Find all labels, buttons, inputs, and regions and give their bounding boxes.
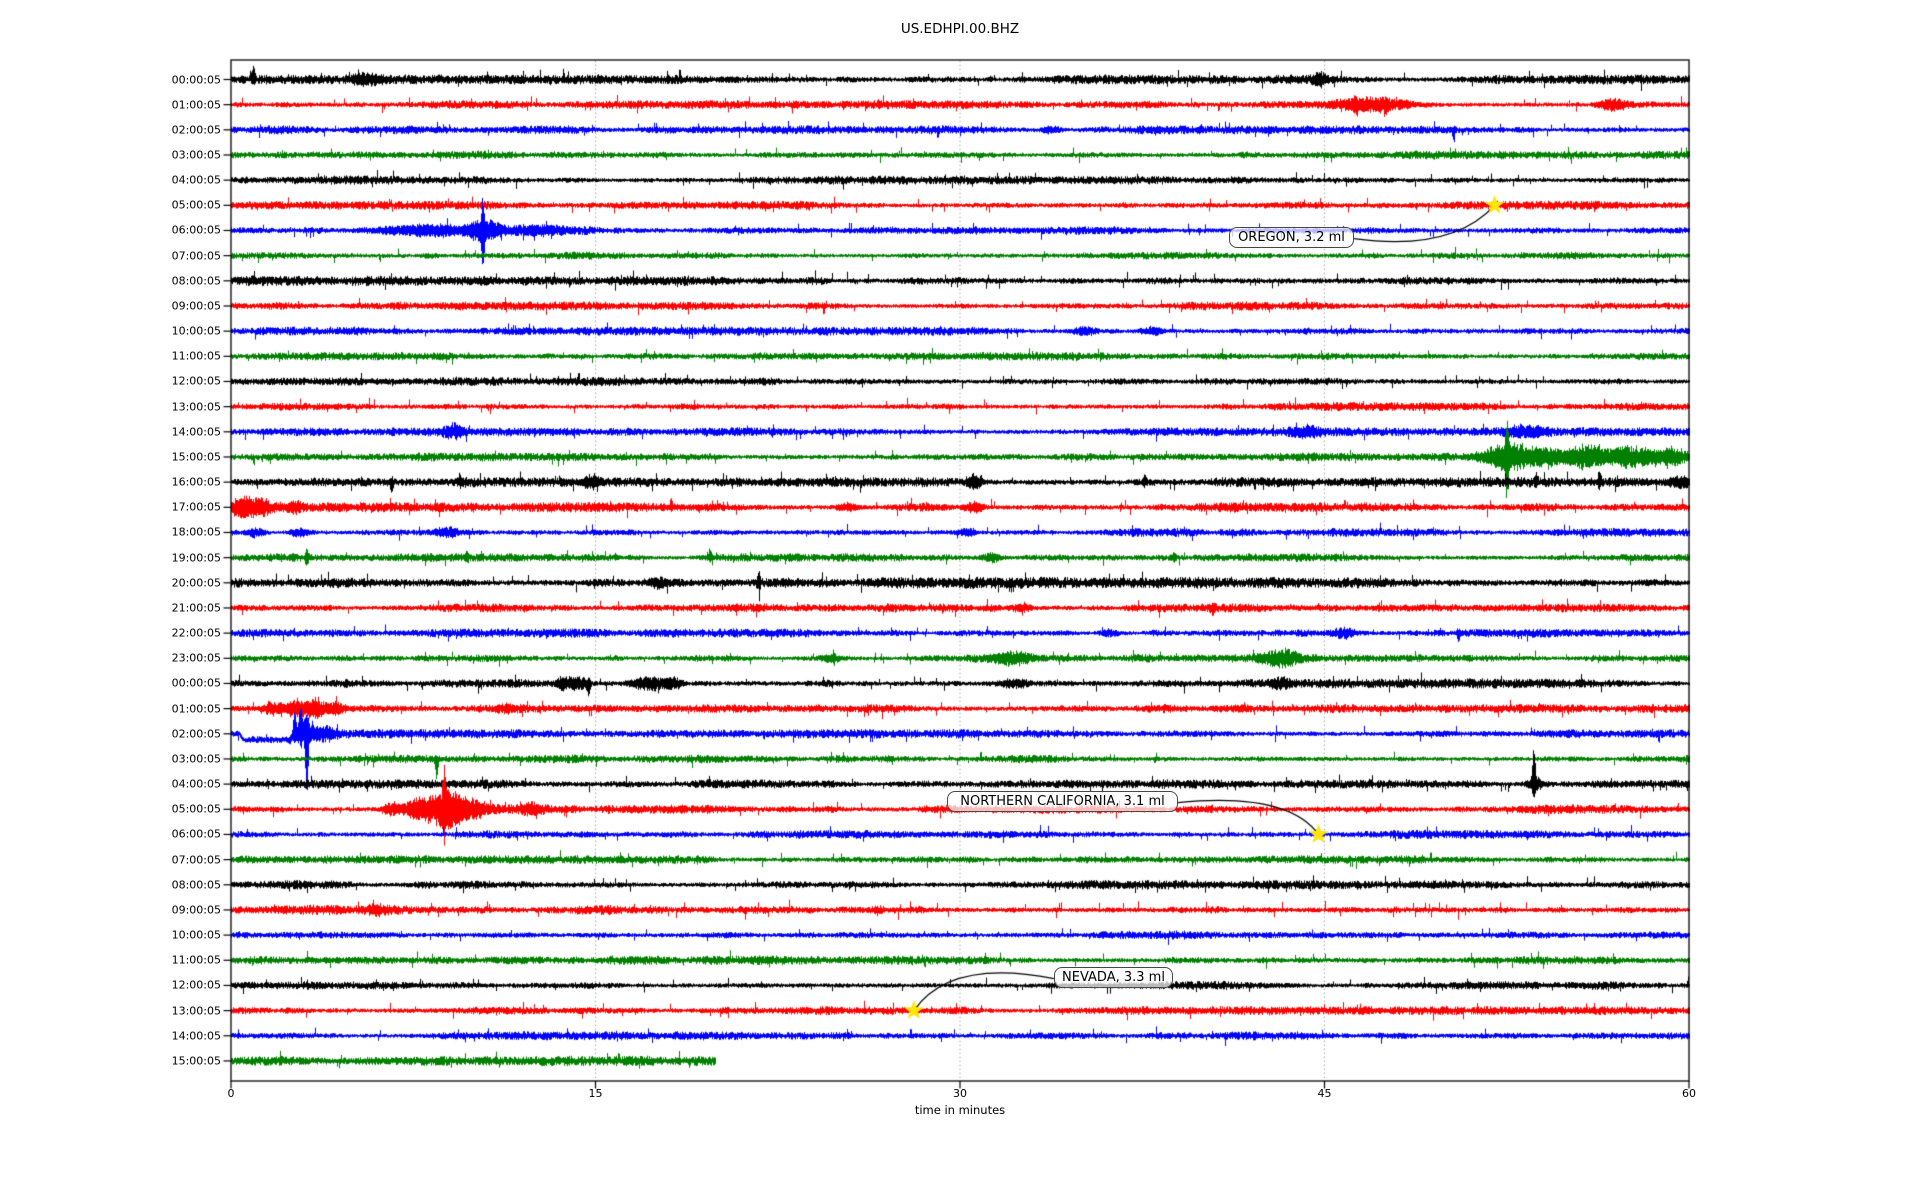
y-tick-label: 02:00:05 (171, 727, 221, 741)
y-tick-label: 14:00:05 (171, 1029, 221, 1043)
event-annotation-label: NEVADA, 3.3 ml (1062, 970, 1165, 985)
event-annotation: NORTHERN CALIFORNIA, 3.1 ml (947, 791, 1178, 812)
x-tick-label: 45 (1317, 1087, 1332, 1100)
y-tick-label: 00:00:05 (171, 676, 221, 690)
y-tick-label: 15:00:05 (171, 1054, 221, 1068)
y-tick-label: 03:00:05 (171, 752, 221, 766)
y-tick-label: 01:00:05 (171, 702, 221, 716)
event-annotation: NEVADA, 3.3 ml (1054, 967, 1173, 988)
y-tick-label: 10:00:05 (171, 324, 221, 338)
y-tick-label: 09:00:05 (171, 903, 221, 917)
y-tick-label: 21:00:05 (171, 601, 221, 615)
y-tick-label: 05:00:05 (171, 198, 221, 212)
y-tick-label: 04:00:05 (171, 777, 221, 791)
y-tick-label: 06:00:05 (171, 827, 221, 841)
y-tick-label: 13:00:05 (171, 1004, 221, 1018)
y-tick-label: 01:00:05 (171, 98, 221, 112)
y-tick-label: 20:00:05 (171, 576, 221, 590)
y-tick-label: 11:00:05 (171, 953, 221, 967)
y-tick-label: 14:00:05 (171, 425, 221, 439)
y-tick-label: 15:00:05 (171, 450, 221, 464)
x-tick-label: 60 (1682, 1087, 1696, 1100)
y-tick-label: 09:00:05 (171, 299, 221, 313)
y-tick-label: 13:00:05 (171, 400, 221, 414)
y-tick-label: 16:00:05 (171, 475, 221, 489)
y-tick-label: 04:00:05 (171, 173, 221, 187)
y-tick-label: 12:00:05 (171, 374, 221, 388)
event-annotation-label: OREGON, 3.2 ml (1238, 230, 1345, 245)
event-annotation-label: NORTHERN CALIFORNIA, 3.1 ml (960, 794, 1165, 809)
y-tick-label: 12:00:05 (171, 978, 221, 992)
y-tick-label: 17:00:05 (171, 500, 221, 514)
y-tick-label: 05:00:05 (171, 802, 221, 816)
y-tick-label: 11:00:05 (171, 349, 221, 363)
y-tick-label: 00:00:05 (171, 73, 221, 86)
x-axis-title: time in minutes (914, 1103, 1006, 1117)
y-tick-label: 23:00:05 (171, 651, 221, 665)
y-tick-label: 07:00:05 (171, 249, 221, 263)
y-tick-label: 08:00:05 (171, 878, 221, 892)
x-tick-label: 0 (227, 1087, 235, 1100)
y-tick-label: 22:00:05 (171, 626, 221, 640)
x-tick-label: 15 (588, 1087, 603, 1100)
y-tick-label: 07:00:05 (171, 853, 221, 867)
event-annotation: OREGON, 3.2 ml (1229, 227, 1354, 248)
y-tick-label: 18:00:05 (171, 525, 221, 539)
y-tick-label: 06:00:05 (171, 223, 221, 237)
plot-title: US.EDHPI.00.BHZ (900, 21, 1020, 37)
y-tick-label: 02:00:05 (171, 123, 221, 137)
y-tick-label: 10:00:05 (171, 928, 221, 942)
x-tick-label: 30 (953, 1087, 967, 1100)
y-tick-label: 03:00:05 (171, 148, 221, 162)
y-tick-label: 08:00:05 (171, 274, 221, 288)
y-tick-label: 19:00:05 (171, 551, 221, 565)
